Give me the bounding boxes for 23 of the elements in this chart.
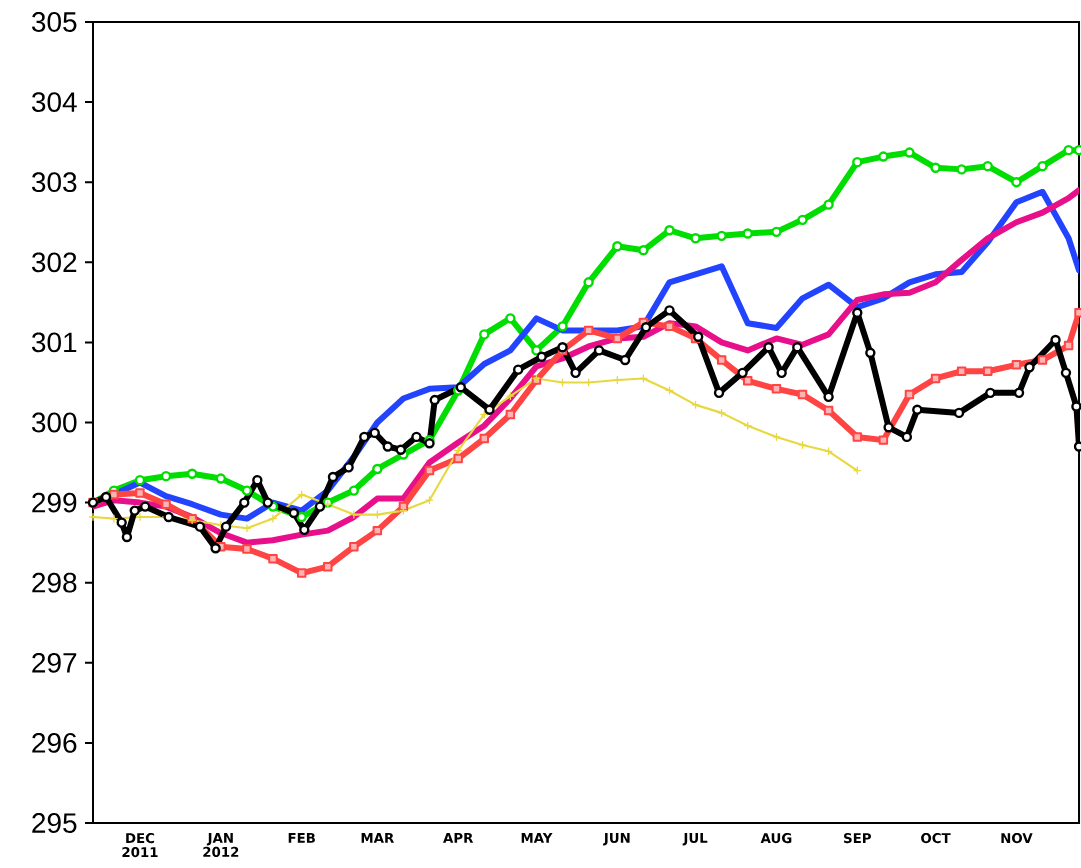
x-tick-label: MAR — [361, 833, 395, 843]
y-tick-label: 303 — [31, 172, 77, 193]
x-tick-label: OCT — [921, 833, 951, 844]
y-tick-label: 298 — [32, 572, 77, 593]
x-tick-label: JUL — [682, 833, 708, 846]
x-tick-label: JUN — [603, 833, 630, 846]
y-tick-label: 302 — [31, 252, 77, 273]
y-tick-label: 299 — [32, 492, 77, 513]
x-tick-label: AUG — [760, 833, 792, 844]
x-tick-label: NOV — [1001, 833, 1033, 844]
y-tick-label: 295 — [32, 813, 77, 833]
y-tick-label: 296 — [32, 732, 77, 753]
x-tick-label: SEP — [844, 833, 871, 844]
x-tick-label: JAN 2012 — [203, 833, 239, 857]
x-tick-label: DEC 2011 — [122, 833, 158, 858]
y-tick-label: 304 — [31, 92, 77, 112]
x-tick-label: APR — [443, 833, 474, 843]
y-tick-label: 297 — [32, 652, 77, 673]
y-tick-label: 305 — [31, 12, 77, 32]
x-tick-label: MAY — [521, 833, 553, 843]
x-tick-label: FEB — [288, 833, 315, 843]
y-tick-label: 300 — [31, 412, 77, 433]
y-tick-label: 301 — [31, 332, 77, 353]
